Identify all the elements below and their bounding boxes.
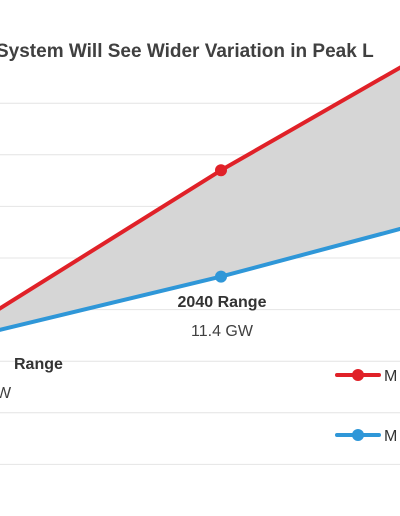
legend-label-1: M [384,428,397,445]
legend: M M [335,368,397,445]
legend-marker-dot-1 [352,429,364,441]
data-point-0-1 [215,164,227,177]
chart-title: System Will See Wider Variation in Peak … [0,41,374,62]
range-band [0,67,400,330]
legend-marker-dot-0 [352,369,364,381]
annotation-2040-label: 2040 Range [178,294,267,311]
annotation-2030-label: Range [14,356,63,373]
points-layer [215,164,227,283]
annotation-2040-value: 11.4 GW [191,323,254,340]
data-point-1-1 [215,270,227,283]
annotation-2030-value: W [0,385,12,402]
legend-label-0: M [384,368,397,385]
